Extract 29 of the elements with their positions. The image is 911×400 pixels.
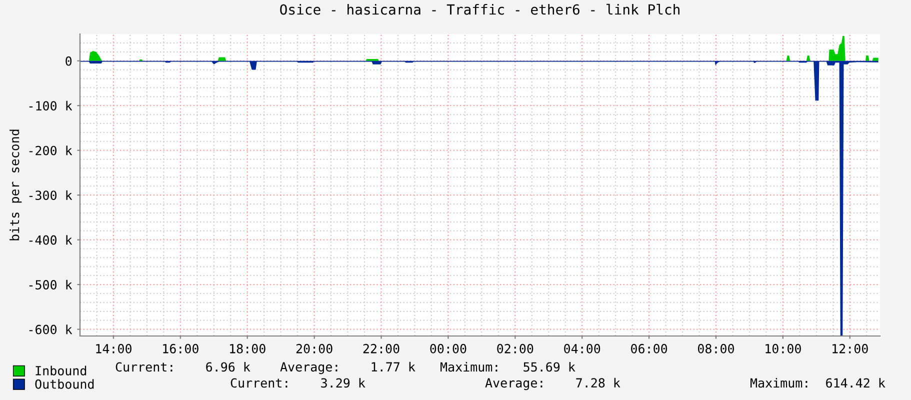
legend-label: Inbound xyxy=(36,366,86,376)
x-tick-label: 12:00 xyxy=(832,344,868,354)
y-axis-title: bits per second xyxy=(10,130,22,240)
x-tick-label: 04:00 xyxy=(564,344,600,354)
text: Average: 7.28 k xyxy=(485,378,620,390)
y-tick-label: -500 k xyxy=(29,280,72,290)
y-tick-label: -200 k xyxy=(29,146,72,156)
text: Maximum: 55.69 k xyxy=(440,362,576,372)
text: Current: 6.96 k xyxy=(116,362,250,372)
x-tick-label: 06:00 xyxy=(631,344,668,354)
x-tick-label: 18:00 xyxy=(230,344,266,354)
x-tick-label: 02:00 xyxy=(497,344,534,354)
y-tick-label: -400 k xyxy=(29,235,72,245)
x-tick-label: 00:00 xyxy=(430,344,466,354)
chart-title: Osice - hasicarna - Traffic - ether6 - link Plch xyxy=(280,4,680,15)
x-tick-label: 10:00 xyxy=(766,344,801,354)
x-tick-label: 22:00 xyxy=(363,344,400,354)
y-tick-label: -300 k xyxy=(29,190,72,200)
x-tick-label: 14:00 xyxy=(96,344,132,354)
text: Current: 3.29 k xyxy=(230,378,366,388)
text: Maximum: 614.42 k xyxy=(750,378,886,388)
y-tick-label: -600 k xyxy=(29,324,72,334)
x-tick-label: 20:00 xyxy=(296,344,332,354)
legend-label: Outbound xyxy=(35,379,94,389)
text: Average: 1.77 k xyxy=(280,362,416,374)
x-tick-label: 08:00 xyxy=(698,344,734,354)
x-tick-label: 16:00 xyxy=(163,344,198,354)
y-tick-label: 0 xyxy=(66,56,72,66)
y-tick-label: -100 k xyxy=(29,100,72,111)
